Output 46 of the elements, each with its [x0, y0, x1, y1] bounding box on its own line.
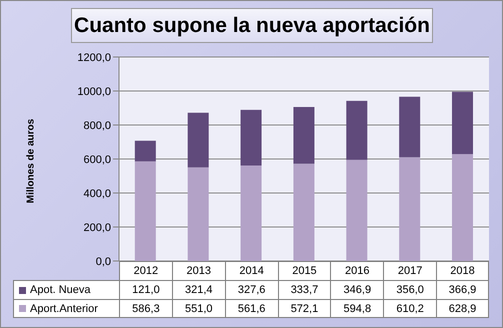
- bar: [134, 140, 156, 162]
- bar: [134, 161, 156, 261]
- legend-label: Apot. Nueva: [30, 284, 91, 296]
- y-tick-label: 0,0: [96, 256, 111, 268]
- data-label: 327,6: [224, 280, 278, 299]
- x-tick-label: 2012: [119, 261, 172, 280]
- y-tick-label: 200,0: [83, 222, 111, 234]
- bar: [240, 110, 262, 166]
- data-label: 610,2: [383, 299, 436, 318]
- data-label: 551,0: [172, 299, 225, 318]
- data-label: 628,9: [436, 299, 489, 318]
- x-tick-label: 2016: [330, 261, 384, 280]
- x-tick-label: 2018: [436, 261, 489, 280]
- data-label: 594,8: [330, 299, 384, 318]
- x-tick-label: 2015: [278, 261, 330, 280]
- y-tick-label: 800,0: [83, 120, 111, 132]
- bar: [452, 154, 473, 261]
- y-tick-label: 1000,0: [77, 86, 111, 98]
- bar: [399, 96, 420, 158]
- bar: [240, 166, 262, 261]
- data-label: 586,3: [119, 299, 172, 318]
- x-tick-label: 2014: [224, 261, 278, 280]
- data-label: 561,6: [224, 299, 278, 318]
- y-tick-label: 1200,0: [77, 52, 111, 64]
- data-label: 356,0: [383, 280, 436, 299]
- data-label: 333,7: [278, 280, 330, 299]
- bar: [346, 100, 368, 160]
- bar: [188, 112, 209, 168]
- data-label: 572,1: [278, 299, 330, 318]
- y-tick-label: 600,0: [83, 154, 111, 166]
- data-label: 366,9: [436, 280, 489, 299]
- bar: [188, 167, 209, 261]
- data-label: 121,0: [119, 280, 172, 299]
- bar: [346, 160, 368, 261]
- data-label: 321,4: [172, 280, 225, 299]
- data-label: 346,9: [330, 280, 384, 299]
- y-axis-title: Millones de auros: [26, 118, 36, 204]
- x-tick-label: 2017: [383, 261, 436, 280]
- bar: [293, 107, 314, 164]
- bar: [399, 157, 420, 261]
- bar: [293, 164, 314, 261]
- x-tick-label: 2013: [172, 261, 225, 280]
- chart-title: Cuanto supone la nueva aportación: [71, 8, 433, 43]
- bar: [452, 92, 473, 154]
- y-tick-label: 400,0: [83, 188, 111, 200]
- legend-label: Aport.Anterior: [30, 302, 98, 314]
